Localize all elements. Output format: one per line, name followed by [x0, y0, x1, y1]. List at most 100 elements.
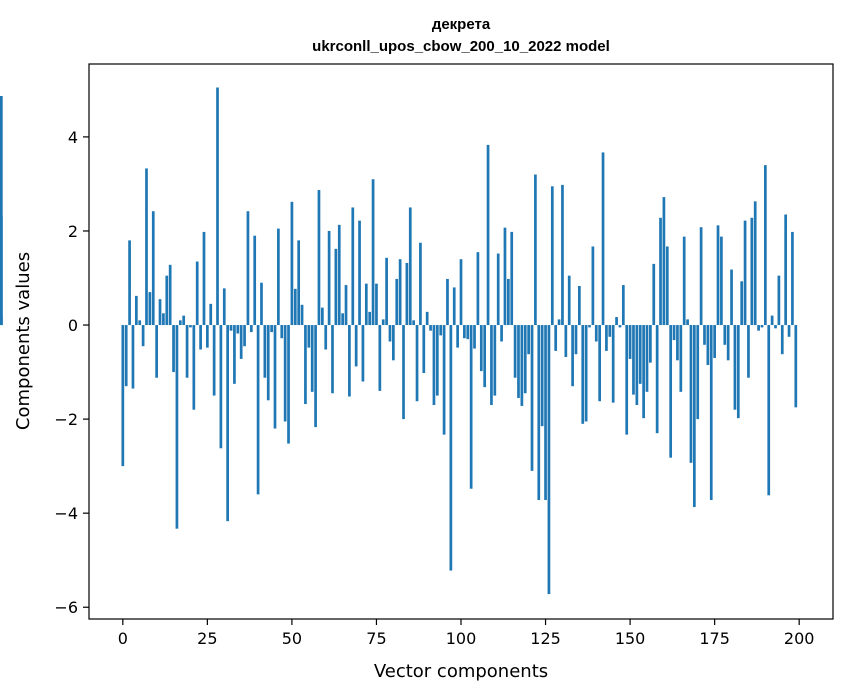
- bar-83: [402, 325, 405, 420]
- bar-78: [385, 257, 388, 326]
- bar-15: [172, 325, 175, 373]
- bar-36: [243, 325, 246, 347]
- bar-144: [608, 325, 612, 337]
- bar-35: [239, 325, 243, 359]
- bar-77: [381, 319, 385, 326]
- bar-52: [297, 240, 301, 326]
- bar-182: [736, 325, 740, 419]
- bar-161: [665, 246, 669, 326]
- bar-194: [777, 275, 781, 326]
- bar-88: [419, 242, 422, 326]
- bar-56: [310, 325, 314, 392]
- bar-79: [388, 325, 392, 342]
- bar-90: [425, 311, 429, 326]
- bar-126: [547, 325, 551, 595]
- bar-26: [209, 303, 213, 326]
- bar-91: [429, 325, 432, 331]
- bar-25: [206, 325, 209, 348]
- bar-8: [148, 292, 152, 326]
- bar-21: [192, 325, 196, 410]
- bar-11: [158, 299, 162, 326]
- bar-153: [638, 325, 642, 384]
- x-tick-label: 200: [784, 629, 815, 648]
- bar-117: [517, 325, 520, 398]
- x-tick-label: 175: [699, 629, 730, 648]
- plot-frame: [88, 63, 834, 620]
- bar-188: [757, 325, 760, 331]
- bar-155: [645, 325, 649, 392]
- bar-173: [706, 325, 710, 366]
- bar-145: [611, 325, 615, 403]
- bar-124: [540, 325, 544, 427]
- bar-122: [534, 174, 537, 326]
- bar-195: [780, 325, 784, 355]
- x-tick-label: 150: [615, 629, 646, 648]
- bar-46: [277, 228, 280, 326]
- bar-180: [730, 269, 733, 326]
- bar-132: [567, 275, 571, 326]
- bar-185: [747, 325, 750, 378]
- bar-190: [764, 165, 767, 326]
- bar-156: [649, 325, 652, 363]
- bar-96: [446, 278, 449, 326]
- x-axis-label: Vector components: [374, 661, 548, 682]
- bar-41: [260, 282, 263, 326]
- bar-123: [537, 325, 541, 501]
- bar-84: [405, 262, 409, 326]
- bar-167: [686, 319, 689, 326]
- bar-198: [791, 231, 794, 326]
- bar-57: [314, 325, 317, 428]
- bar-131: [564, 325, 568, 358]
- bar-106: [479, 325, 483, 372]
- x-tick-label: 100: [446, 629, 477, 648]
- bar-42: [263, 325, 267, 378]
- bar-109: [490, 325, 493, 405]
- bar-184: [743, 220, 747, 326]
- bar-27: [212, 325, 216, 396]
- bar-18: [182, 315, 186, 326]
- bar-105: [476, 252, 480, 326]
- bar-171: [699, 227, 703, 326]
- bar-10: [155, 325, 158, 378]
- bar-118: [520, 325, 524, 406]
- bar-12: [162, 313, 165, 326]
- bar-73: [368, 311, 372, 326]
- bar-5: [138, 320, 142, 326]
- bar-89: [422, 325, 426, 374]
- bar-165: [679, 325, 683, 392]
- bar-154: [642, 325, 645, 419]
- bar-82: [398, 259, 402, 326]
- bar-135: [578, 286, 581, 326]
- bar-30: [222, 288, 226, 326]
- bar-86: [412, 320, 416, 326]
- bar-149: [625, 325, 629, 435]
- bar-186: [750, 217, 754, 326]
- bar-62: [331, 325, 334, 394]
- x-tick-label: 50: [282, 629, 302, 648]
- bar-16: [175, 325, 179, 529]
- bar-130: [561, 184, 564, 326]
- bar-87: [415, 325, 419, 402]
- y-tick-label: −4: [54, 504, 78, 523]
- bar-137: [584, 325, 588, 422]
- bar-140: [594, 325, 598, 342]
- bar-22: [195, 261, 199, 326]
- bar-1: [124, 325, 128, 387]
- bar-2: [128, 240, 131, 326]
- bar-138: [588, 325, 591, 328]
- bar-141: [598, 325, 602, 402]
- bar-53: [300, 304, 304, 326]
- bar-108: [486, 144, 490, 326]
- bar-14: [168, 264, 172, 326]
- bar-24: [202, 231, 206, 326]
- bar-85: [408, 207, 412, 326]
- bar-147: [618, 325, 622, 328]
- bar-20: [189, 325, 192, 328]
- bar-49: [287, 325, 290, 444]
- y-axis-label: Components values: [13, 252, 34, 430]
- bar-65: [341, 313, 344, 326]
- bar-54: [304, 325, 307, 405]
- bar-133: [571, 325, 574, 387]
- bar-76: [378, 325, 382, 391]
- bar-193: [774, 325, 777, 329]
